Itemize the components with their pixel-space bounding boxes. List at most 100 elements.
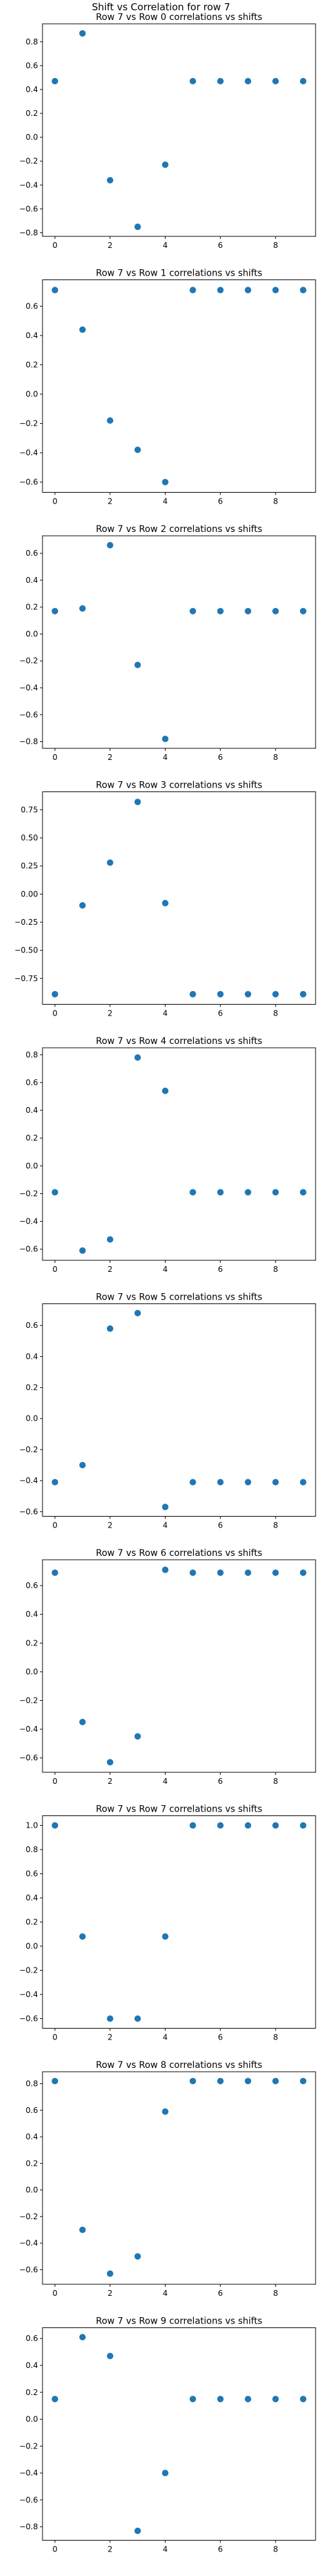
y-tick-label: 0.2	[26, 1918, 38, 1927]
data-point	[134, 2527, 141, 2534]
x-tick-label: 8	[273, 1265, 278, 1274]
x-tick-label: 4	[163, 497, 168, 506]
data-point	[272, 1822, 279, 1829]
x-tick-label: 2	[108, 2289, 113, 2298]
x-tick-label: 2	[108, 497, 113, 506]
data-point	[217, 990, 224, 998]
x-tick-label: 6	[218, 2289, 223, 2298]
y-tick-label: 0.2	[26, 2159, 38, 2168]
plot-frame	[42, 2071, 316, 2285]
x-tick-label: 4	[163, 753, 168, 762]
data-point	[189, 287, 196, 294]
data-point	[189, 990, 196, 998]
scatter-panel: Row 7 vs Row 2 correlations vs shifts 0 2 4…	[19, 524, 316, 762]
data-point	[217, 1479, 224, 1486]
y-tick-label: −0.4	[19, 1476, 38, 1485]
data-point	[299, 2078, 307, 2085]
data-point	[162, 161, 169, 168]
data-point	[79, 605, 86, 612]
x-tick-label: 8	[273, 2033, 278, 2042]
data-point	[52, 1479, 59, 1486]
y-tick-label: 0.2	[26, 1383, 38, 1392]
y-tick-label: 0.4	[26, 2132, 38, 2141]
data-point	[162, 2108, 169, 2115]
data-point	[79, 902, 86, 909]
y-tick-label: −0.2	[19, 156, 38, 166]
x-tick-label: 4	[163, 1265, 168, 1274]
y-tick-label: −0.6	[19, 1245, 38, 1254]
data-point	[134, 446, 141, 453]
x-tick-label: 4	[163, 241, 168, 250]
data-point	[134, 661, 141, 668]
data-point	[79, 2334, 86, 2341]
y-tick-label: 0.8	[26, 1050, 38, 1059]
x-tick-label: 0	[52, 497, 57, 506]
y-tick-label: −0.2	[19, 419, 38, 428]
data-point	[162, 1504, 169, 1511]
x-tick-label: 0	[52, 241, 57, 250]
data-point	[52, 1569, 59, 1577]
x-tick-label: 2	[108, 2033, 113, 2042]
data-point	[79, 326, 86, 333]
x-tick-label: 8	[273, 2545, 278, 2554]
data-point	[217, 2078, 224, 2085]
data-point	[299, 2396, 307, 2403]
x-tick-label: 4	[163, 2033, 168, 2042]
y-tick-label: −0.6	[19, 478, 38, 487]
panel-title: Row 7 vs Row 3 correlations vs shifts	[96, 781, 262, 791]
y-tick-label: −0.2	[19, 1445, 38, 1454]
y-tick-label: −0.2	[19, 1189, 38, 1198]
data-point	[189, 1822, 196, 1829]
x-tick-label: 8	[273, 2289, 278, 2298]
data-point	[52, 607, 59, 614]
x-tick-label: 8	[273, 1009, 278, 1018]
data-point	[106, 417, 113, 424]
data-point	[245, 2396, 252, 2403]
y-tick-label: −0.50	[14, 946, 38, 955]
y-tick-label: −0.25	[14, 918, 38, 927]
data-point	[299, 1822, 307, 1829]
data-point	[106, 1325, 113, 1332]
x-tick-label: 2	[108, 1777, 113, 1786]
panel-title: Row 7 vs Row 6 correlations vs shifts	[96, 1548, 262, 1558]
data-point	[106, 1759, 113, 1766]
data-point	[106, 2270, 113, 2277]
y-tick-label: 0.4	[26, 85, 38, 94]
y-tick-label: −0.6	[19, 2014, 38, 2023]
y-tick-label: 0.0	[26, 133, 38, 142]
y-tick-label: 0.0	[26, 1414, 38, 1423]
data-point	[299, 990, 307, 998]
panel-title: Row 7 vs Row 2 correlations vs shifts	[96, 524, 262, 535]
x-tick-label: 6	[218, 1265, 223, 1274]
y-tick-label: 0.6	[26, 1870, 38, 1879]
y-tick-label: −0.75	[14, 974, 38, 983]
y-tick-label: 0.0	[26, 390, 38, 399]
x-tick-label: 8	[273, 497, 278, 506]
x-tick-label: 6	[218, 1521, 223, 1530]
y-tick-label: −0.6	[19, 1754, 38, 1763]
data-point	[217, 2396, 224, 2403]
data-point	[52, 1822, 59, 1829]
y-tick-label: −0.2	[19, 1966, 38, 1975]
panel-title: Row 7 vs Row 4 correlations vs shifts	[96, 1036, 262, 1046]
y-tick-label: 0.0	[26, 2415, 38, 2424]
data-point	[134, 1309, 141, 1316]
data-point	[272, 2078, 279, 2085]
y-tick-label: −0.4	[19, 2239, 38, 2248]
data-point	[106, 542, 113, 549]
data-point	[162, 900, 169, 907]
data-point	[299, 1569, 307, 1577]
y-tick-label: −0.4	[19, 448, 38, 457]
data-point	[217, 1822, 224, 1829]
data-point	[79, 2226, 86, 2233]
y-tick-label: −0.4	[19, 180, 38, 189]
plot-frame	[42, 1047, 316, 1261]
plot-frame	[42, 1303, 316, 1517]
data-point	[272, 1569, 279, 1577]
y-tick-label: 0.2	[26, 361, 38, 370]
data-point	[245, 287, 252, 294]
x-tick-label: 8	[273, 1521, 278, 1530]
x-tick-label: 2	[108, 753, 113, 762]
scatter-panel: Row 7 vs Row 3 correlations vs shifts 0 2 4…	[14, 781, 316, 1018]
y-tick-label: −0.8	[19, 2523, 38, 2532]
